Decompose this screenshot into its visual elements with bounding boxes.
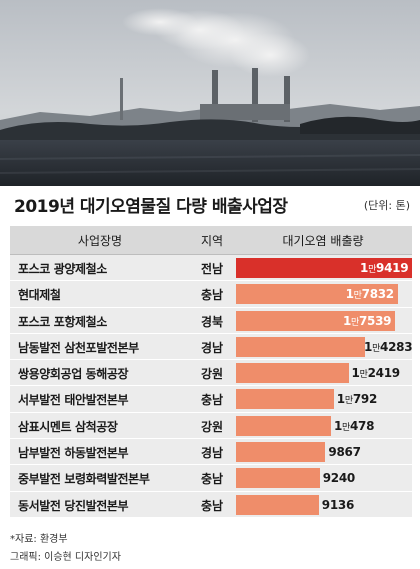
value-man-unit: 만 bbox=[372, 343, 381, 354]
header-name: 사업장명 bbox=[77, 234, 123, 248]
value-rest-part: 9867 bbox=[328, 445, 361, 460]
bar-track: 1만7832 bbox=[236, 284, 412, 305]
emission-value-label: 1만7832 bbox=[345, 287, 395, 302]
emission-table: 사업장명 지역 대기오염 배출량 포스코 광양제철소 전남 1만9419 현대제철 충남… bbox=[10, 226, 413, 518]
facility-region: 전남 bbox=[200, 262, 224, 276]
facility-region: 경북 bbox=[200, 314, 224, 329]
facility-name: 현대제철 bbox=[18, 288, 61, 303]
table-row: 서부발전 태안발전본부 충남 1만792 bbox=[10, 386, 412, 413]
bar-track: 1만478 bbox=[236, 415, 412, 436]
source-note: *자료: 환경부 bbox=[10, 534, 68, 545]
value-rest-part: 9136 bbox=[321, 497, 355, 512]
value-rest-part: 2419 bbox=[367, 366, 401, 381]
value-man-unit: 만 bbox=[351, 317, 359, 328]
facility-region: 경남 bbox=[200, 340, 224, 355]
emission-bar bbox=[236, 258, 412, 278]
value-man-part: 1 bbox=[351, 366, 360, 381]
bar-track: 1만2419 bbox=[236, 363, 412, 384]
emission-value-label: 1만7539 bbox=[342, 313, 392, 328]
table-row: 중부발전 보령화력발전본부 충남 9240 bbox=[10, 465, 412, 492]
facility-region: 강원 bbox=[200, 367, 224, 382]
bar-track: 1만7539 bbox=[236, 310, 412, 331]
table-body: 포스코 광양제철소 전남 1만9419 현대제철 충남 1만7832 포스코 포항제철소 경북… bbox=[10, 255, 413, 518]
value-man-part: 1 bbox=[342, 313, 352, 328]
table-header: 사업장명 지역 대기오염 배출량 bbox=[10, 226, 412, 255]
facility-name: 중부발전 보령화력발전본부 bbox=[18, 472, 150, 487]
emission-value-label: 1만478 bbox=[333, 418, 375, 433]
bar-track: 1만4283 bbox=[236, 336, 413, 357]
facility-name: 동서발전 당진발전본부 bbox=[18, 498, 129, 513]
value-man-unit: 만 bbox=[342, 422, 350, 433]
emission-value-label: 9136 bbox=[321, 497, 355, 512]
emission-value-label: 1만2419 bbox=[351, 366, 401, 381]
title-row: 2019년 대기오염물질 다량 배출사업장 (단위: 톤) bbox=[0, 190, 420, 218]
facility-name: 삼표시멘트 삼척공장 bbox=[18, 419, 118, 434]
value-man-part: 1 bbox=[345, 287, 354, 302]
value-man-part: 1 bbox=[360, 261, 369, 275]
facility-region: 충남 bbox=[200, 498, 224, 513]
bar-track: 9240 bbox=[236, 468, 412, 489]
emission-bar bbox=[236, 284, 398, 305]
facility-name: 포스코 포항제철소 bbox=[18, 314, 107, 329]
facility-name: 남동발전 삼천포발전본부 bbox=[18, 340, 139, 355]
emission-bar bbox=[236, 415, 331, 436]
table-row: 포스코 광양제철소 전남 1만9419 bbox=[10, 255, 412, 282]
emission-bar bbox=[236, 336, 366, 357]
value-rest-part: 9240 bbox=[322, 471, 356, 486]
table-row: 포스코 포항제철소 경북 1만7539 bbox=[10, 307, 412, 334]
emission-bar bbox=[236, 468, 320, 489]
emission-value-label: 1만792 bbox=[336, 392, 378, 407]
graphic-credit: 그래픽: 이승현 디자인기자 bbox=[10, 552, 121, 563]
table-row: 삼표시멘트 삼척공장 강원 1만478 bbox=[10, 412, 412, 440]
value-rest-part: 4283 bbox=[380, 339, 413, 354]
bar-track: 1만792 bbox=[236, 389, 412, 410]
value-rest-part: 478 bbox=[350, 418, 375, 433]
facility-region: 경남 bbox=[200, 446, 224, 461]
table-row: 쌍용양회공업 동해공장 강원 1만2419 bbox=[10, 360, 412, 387]
bar-track: 9136 bbox=[236, 494, 412, 515]
value-rest-part: 7832 bbox=[361, 287, 395, 302]
factory-photo-illustration bbox=[0, 0, 420, 186]
value-man-unit: 만 bbox=[344, 396, 353, 407]
emission-bar bbox=[236, 494, 319, 515]
facility-name: 남부발전 하동발전본부 bbox=[18, 446, 129, 461]
facility-region: 충남 bbox=[200, 288, 224, 303]
bar-track: 9867 bbox=[236, 442, 412, 463]
value-rest-part: 792 bbox=[352, 392, 377, 407]
table-row: 남부발전 하동발전본부 경남 9867 bbox=[10, 439, 412, 466]
chart-title: 2019년 대기오염물질 다량 배출사업장 bbox=[14, 197, 288, 217]
emission-value-label: 1만4283 bbox=[364, 339, 413, 354]
value-rest-part: 9419 bbox=[376, 261, 409, 275]
emission-value-label: 9867 bbox=[328, 445, 361, 460]
facility-region: 강원 bbox=[200, 419, 224, 434]
facility-name: 서부발전 태안발전본부 bbox=[18, 393, 129, 408]
header-emission: 대기오염 배출량 bbox=[282, 234, 364, 248]
value-man-part: 1 bbox=[336, 392, 345, 407]
value-man-part: 1 bbox=[333, 418, 343, 433]
table-row: 현대제철 충남 1만7832 bbox=[10, 281, 412, 308]
header-photo bbox=[0, 0, 420, 186]
value-man-unit: 만 bbox=[353, 291, 362, 302]
value-man-unit: 만 bbox=[359, 370, 368, 381]
value-man-part: 1 bbox=[364, 339, 373, 354]
emission-value-label: 1만9419 bbox=[360, 261, 409, 275]
value-man-unit: 만 bbox=[368, 265, 377, 275]
emission-bar bbox=[236, 442, 326, 463]
emission-bar bbox=[236, 389, 334, 410]
header-region: 지역 bbox=[200, 234, 224, 248]
bar-track: 1만9419 bbox=[236, 258, 412, 278]
table-row: 남동발전 삼천포발전본부 경남 1만4283 bbox=[10, 333, 413, 361]
emission-bar bbox=[236, 363, 349, 384]
facility-region: 충남 bbox=[200, 393, 224, 408]
facility-name: 포스코 광양제철소 bbox=[18, 262, 107, 276]
unit-label: (단위: 톤) bbox=[363, 199, 410, 212]
emission-bar bbox=[236, 310, 395, 331]
facility-region: 충남 bbox=[200, 472, 224, 487]
table-row: 동서발전 당진발전본부 충남 9136 bbox=[10, 491, 412, 518]
facility-name: 쌍용양회공업 동해공장 bbox=[18, 367, 129, 382]
value-rest-part: 7539 bbox=[359, 313, 392, 328]
emission-value-label: 9240 bbox=[322, 471, 356, 486]
